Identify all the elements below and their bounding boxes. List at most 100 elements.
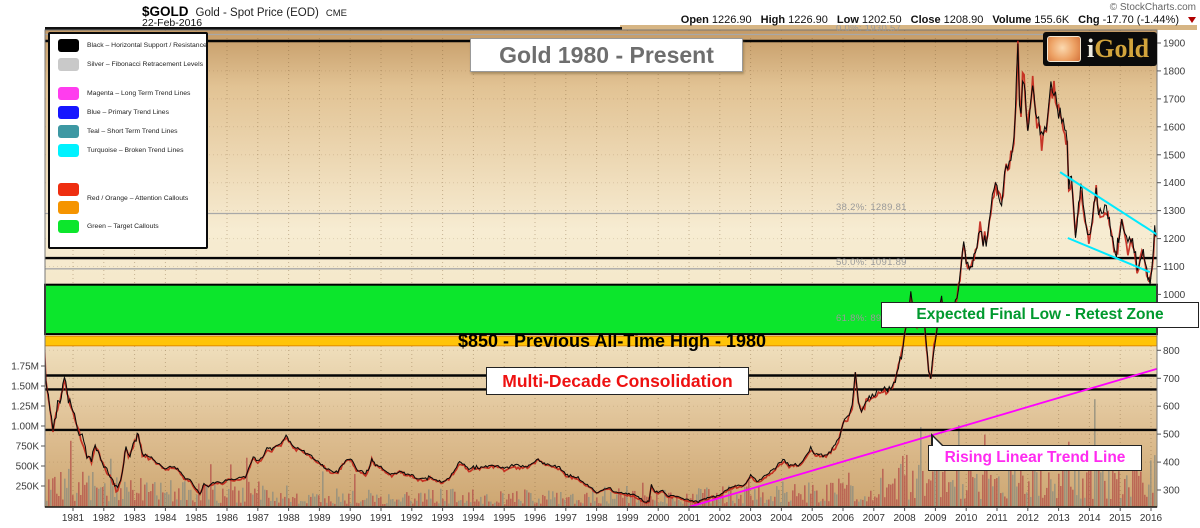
svg-text:2015: 2015 (1109, 513, 1132, 524)
quote-summary-row: Open 1226.90 High 1226.90 Low 1202.50 Close 120… (681, 14, 1196, 26)
instrument-name: Gold - Spot Price (EOD) (195, 7, 319, 19)
ticker-header: $GOLD Gold - Spot Price (EOD) CME (142, 4, 347, 19)
quote-field-high: High 1226.90 (760, 14, 828, 26)
legend-item: Teal – Short Term Trend Lines (58, 125, 202, 138)
legend-swatch (58, 39, 79, 52)
svg-text:1995: 1995 (493, 513, 516, 524)
legend-item: Black – Horizontal Support / Resistance (58, 39, 207, 52)
legend-item: Red / Orange – Attention Callouts (58, 183, 202, 214)
header-background (0, 0, 1200, 25)
svg-text:1983: 1983 (123, 513, 146, 524)
svg-text:1985: 1985 (185, 513, 208, 524)
svg-text:2010: 2010 (955, 513, 978, 524)
cyan-broken-trendline-1 (1059, 171, 1157, 236)
svg-text:700: 700 (1163, 374, 1180, 385)
price-path (45, 43, 1157, 504)
svg-text:1982: 1982 (93, 513, 116, 524)
svg-text:1.25M: 1.25M (11, 402, 39, 413)
svg-text:1997: 1997 (555, 513, 578, 524)
legend-item: Turquoise – Broken Trend Lines (58, 144, 202, 157)
legend-label: Blue – Primary Trend Lines (87, 109, 169, 116)
svg-text:1700: 1700 (1163, 94, 1186, 105)
svg-text:750K: 750K (16, 442, 40, 453)
legend-swatch (58, 87, 79, 100)
trend-lines (688, 171, 1157, 507)
svg-text:2009: 2009 (924, 513, 947, 524)
svg-text:400: 400 (1163, 458, 1180, 469)
svg-text:1100: 1100 (1163, 262, 1185, 273)
svg-text:1300: 1300 (1163, 206, 1186, 217)
svg-text:1987: 1987 (247, 513, 270, 524)
igold-logo: iGold (1043, 32, 1157, 66)
price-axis: 3004005006007008009001000110012001300140… (1157, 39, 1186, 497)
stockcharts-credit-link[interactable]: © StockCharts.com (1109, 2, 1196, 13)
legend-swatch (58, 106, 79, 119)
price-series (45, 40, 1157, 505)
svg-text:1989: 1989 (308, 513, 331, 524)
svg-text:1986: 1986 (216, 513, 239, 524)
previous-all-time-high-label: $850 - Previous All-Time High - 1980 (457, 330, 767, 351)
igold-logo-icon (1047, 36, 1081, 62)
svg-text:1984: 1984 (154, 513, 177, 524)
svg-text:600: 600 (1163, 402, 1180, 413)
quote-field-close: Close 1208.90 (910, 14, 984, 26)
svg-text:1.50M: 1.50M (11, 382, 39, 393)
svg-text:2012: 2012 (1017, 513, 1040, 524)
fib-label: 38.2%: 1289.81 (836, 202, 907, 213)
svg-text:1991: 1991 (370, 513, 393, 524)
quote-field-open: Open 1226.90 (680, 14, 752, 26)
svg-text:2007: 2007 (863, 513, 886, 524)
chart-date: 22-Feb-2016 (142, 17, 203, 29)
svg-text:2003: 2003 (739, 513, 762, 524)
fib-label: 50.0%: 1091.89 (836, 257, 907, 269)
rising-trend-line-label: Rising Linear Trend Line (944, 449, 1126, 466)
svg-text:1.00M: 1.00M (11, 422, 39, 433)
chart-title: Gold 1980 - Present (470, 38, 743, 72)
igold-logo-gold: Gold (1094, 34, 1150, 63)
quote-field-low: Low 1202.50 (836, 14, 902, 26)
svg-text:1992: 1992 (401, 513, 424, 524)
quote-field-volume: Volume 155.6K (992, 14, 1070, 26)
svg-text:2013: 2013 (1047, 513, 1070, 524)
svg-text:2014: 2014 (1078, 513, 1101, 524)
legend-item: Green – Target Callouts (58, 220, 202, 233)
annotation-color-legend: Black – Horizontal Support / Resistance S… (48, 32, 208, 249)
svg-text:1990: 1990 (339, 513, 362, 524)
svg-text:500: 500 (1163, 430, 1180, 441)
legend-swatch (58, 125, 79, 138)
svg-text:1993: 1993 (431, 513, 454, 524)
svg-text:1994: 1994 (462, 513, 485, 524)
svg-text:500K: 500K (16, 462, 40, 473)
svg-text:2011: 2011 (986, 513, 1008, 524)
svg-text:2006: 2006 (832, 513, 855, 524)
svg-text:1.75M: 1.75M (11, 362, 39, 373)
legend-swatch (58, 220, 79, 233)
svg-text:800: 800 (1163, 346, 1180, 357)
legend-label: Turquoise – Broken Trend Lines (87, 147, 184, 154)
legend-swatch (58, 58, 79, 71)
legend-item: Magenta – Long Term Trend Lines (58, 87, 202, 100)
svg-text:1988: 1988 (277, 513, 300, 524)
legend-swatch (58, 201, 79, 214)
svg-text:1400: 1400 (1163, 178, 1186, 189)
svg-text:1996: 1996 (524, 513, 547, 524)
legend-label: Red / Orange – Attention Callouts (87, 195, 189, 202)
multi-decade-consolidation-callout: Multi-Decade Consolidation (486, 367, 749, 395)
exchange-label: CME (325, 8, 347, 19)
fib-label: 61.8%: 893.96 (836, 312, 902, 324)
magenta-rising-trendline (688, 367, 1157, 507)
legend-label: Silver – Fibonacci Retracement Levels (87, 61, 203, 68)
expected-final-low-callout: Expected Final Low - Retest Zone (881, 302, 1199, 328)
legend-label: Magenta – Long Term Trend Lines (87, 90, 191, 97)
igold-logo-i: i (1087, 34, 1095, 63)
legend-label: Green – Target Callouts (87, 223, 159, 230)
legend-swatch (58, 183, 79, 196)
legend-swatch (58, 144, 79, 157)
svg-text:1981: 1981 (62, 513, 85, 524)
svg-text:1000: 1000 (1163, 290, 1186, 301)
ticker-symbol: $GOLD (142, 4, 189, 19)
x-axis: 1981 1982 1983 1984 1985 1986 1987 1988 1989 1990… (62, 507, 1163, 524)
igold-logo-text: iGold (1087, 36, 1149, 62)
volume-axis: 1.75M 1.50M 1.25M 1.00M 750K 500K 250K (11, 362, 45, 493)
